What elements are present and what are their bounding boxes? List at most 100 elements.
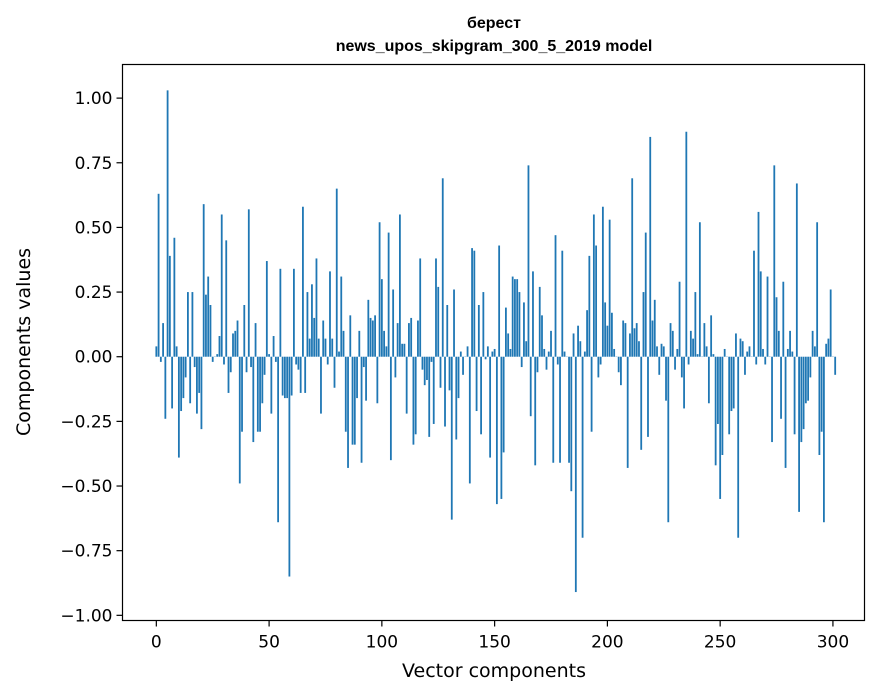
bar [410,317,413,357]
bar [234,330,237,357]
bar [401,343,404,357]
y-tick-label: −0.50 [60,477,112,497]
bar [507,333,510,357]
bar [265,261,268,357]
bar [200,356,203,430]
bar [516,279,519,357]
bar [793,356,796,435]
bar [656,346,658,357]
bar [191,292,194,357]
bar [486,346,489,357]
bar [590,356,593,432]
bar [581,356,584,538]
bar [435,258,437,357]
bar [378,222,381,357]
bar [759,271,762,357]
bar [744,356,746,375]
bar [662,346,665,357]
x-axis-ticks: 0 50 100 150 200 250 300 [151,620,849,653]
bar [789,330,791,357]
bar [631,178,634,357]
bar [428,356,431,437]
bar [430,356,433,362]
bar [674,356,676,370]
bar [459,351,462,357]
bar [536,356,539,373]
bar [798,356,800,512]
bar [816,222,819,357]
bar [351,356,354,445]
bar [712,354,715,357]
y-tick-label: −0.25 [60,412,112,432]
bar [649,136,652,357]
y-tick-label: 1.00 [75,89,113,109]
bar [446,305,449,357]
bar [295,356,298,365]
bar [574,356,577,593]
bar [714,356,717,466]
bar [493,348,496,357]
bar [653,299,656,357]
bar [313,317,316,357]
bar [644,232,647,357]
bar [592,214,595,357]
bar [360,356,363,463]
bar [782,281,785,357]
bar [356,356,358,399]
bar [329,271,331,357]
bar [455,356,458,440]
bar [514,279,516,357]
bar [376,356,379,404]
bar [205,294,207,357]
y-tick-label: −0.75 [60,542,112,562]
bar [604,302,607,357]
bar [800,356,803,443]
bar [227,356,230,393]
bar [698,222,701,357]
bar [829,289,832,357]
bar [633,328,636,357]
bar [613,348,616,357]
bar [342,330,345,357]
bar [620,356,622,386]
bar [823,356,825,523]
bar [608,219,611,357]
bar [606,325,609,357]
bar [371,320,374,357]
bar [426,356,428,380]
bar [326,356,329,365]
bar [683,356,685,409]
bar [827,338,830,357]
bar [505,307,507,357]
bar [694,292,697,357]
bar [311,284,313,357]
bar [383,330,386,357]
bar [302,206,304,357]
bar [417,320,419,357]
bar [423,356,426,386]
y-tick-label: 0.75 [75,154,113,174]
bar [207,276,210,357]
bar [281,356,284,396]
bar [385,346,388,357]
bar [746,351,749,357]
bar [441,178,444,357]
bar [730,356,733,412]
bar [561,250,564,357]
bar [671,330,674,357]
bar [570,356,573,492]
bar [173,237,176,357]
bar [717,356,719,424]
bar [755,356,758,365]
bar [757,211,760,357]
bar [457,356,460,399]
bar [358,330,361,357]
bar [635,323,638,357]
bar [629,333,631,357]
bar [340,276,343,357]
bar [396,323,399,357]
bar [680,356,683,378]
bar [651,320,654,357]
bar [283,356,286,399]
y-tick-label: −1.00 [60,606,112,626]
